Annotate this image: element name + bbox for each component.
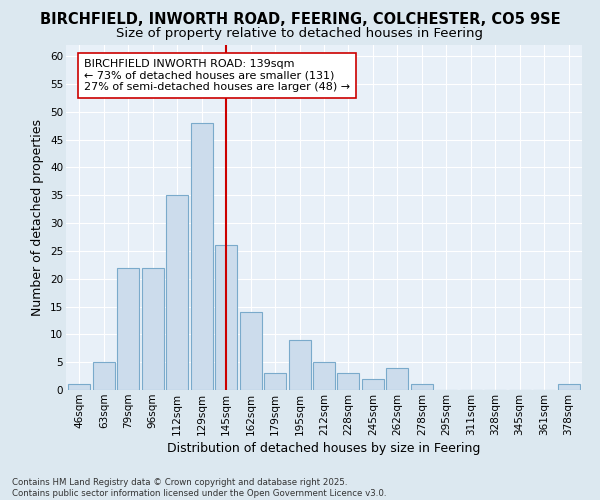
Bar	[289, 340, 311, 390]
Bar	[362, 379, 384, 390]
Bar	[142, 268, 164, 390]
Bar	[191, 123, 213, 390]
Bar	[215, 246, 237, 390]
Bar	[557, 384, 580, 390]
Bar	[386, 368, 409, 390]
X-axis label: Distribution of detached houses by size in Feering: Distribution of detached houses by size …	[167, 442, 481, 455]
Text: Size of property relative to detached houses in Feering: Size of property relative to detached ho…	[116, 28, 484, 40]
Text: Contains HM Land Registry data © Crown copyright and database right 2025.
Contai: Contains HM Land Registry data © Crown c…	[12, 478, 386, 498]
Bar	[93, 362, 115, 390]
Bar	[411, 384, 433, 390]
Bar	[118, 268, 139, 390]
Text: BIRCHFIELD, INWORTH ROAD, FEERING, COLCHESTER, CO5 9SE: BIRCHFIELD, INWORTH ROAD, FEERING, COLCH…	[40, 12, 560, 28]
Bar	[166, 195, 188, 390]
Bar	[68, 384, 91, 390]
Bar	[337, 374, 359, 390]
Y-axis label: Number of detached properties: Number of detached properties	[31, 119, 44, 316]
Text: BIRCHFIELD INWORTH ROAD: 139sqm
← 73% of detached houses are smaller (131)
27% o: BIRCHFIELD INWORTH ROAD: 139sqm ← 73% of…	[84, 59, 350, 92]
Bar	[239, 312, 262, 390]
Bar	[264, 374, 286, 390]
Bar	[313, 362, 335, 390]
